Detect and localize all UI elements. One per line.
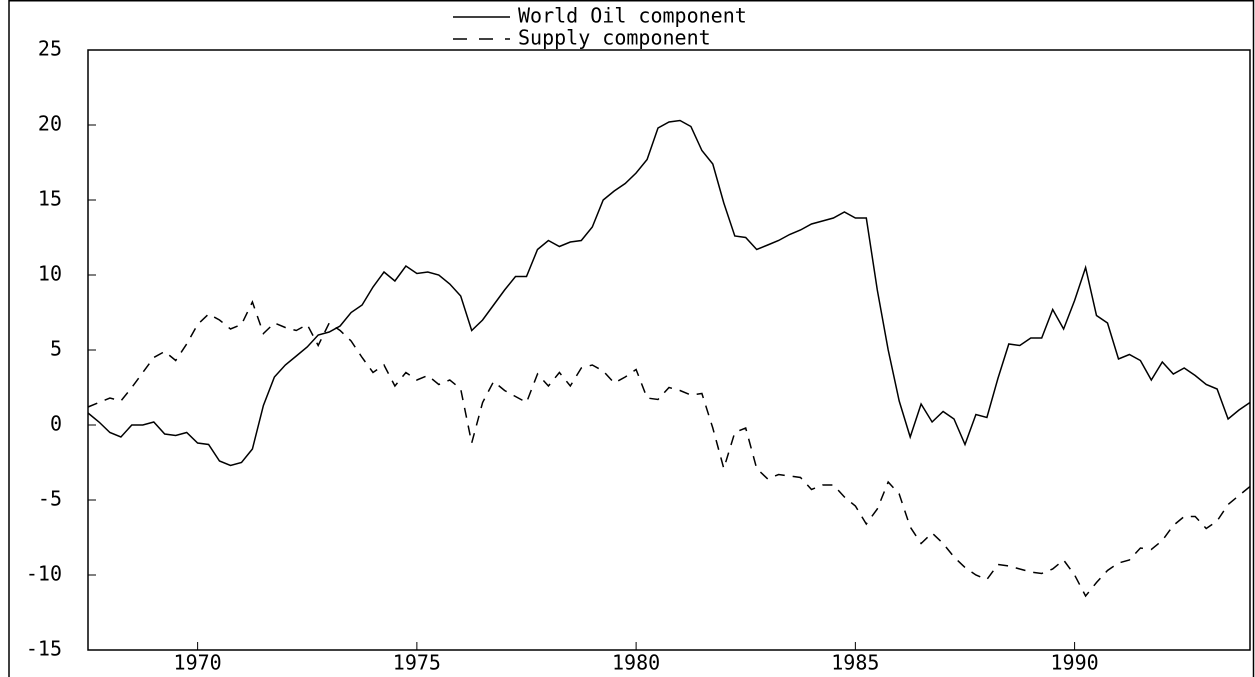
y-tick-label: 25 [38,37,62,61]
x-tick-label: 1985 [831,651,879,675]
y-tick-label: 10 [38,262,62,286]
y-tick-label: -15 [26,637,62,661]
legend-label: World Oil component [518,4,747,28]
y-tick-label: 5 [50,337,62,361]
y-tick-label: -5 [38,487,62,511]
plot-frame [87,49,1251,651]
series-line [87,119,1251,467]
y-tick-label: -10 [26,562,62,586]
y-tick-label: 15 [38,187,62,211]
x-tick-label: 1975 [393,651,441,675]
x-tick-label: 1990 [1051,651,1099,675]
x-tick-label: 1970 [174,651,222,675]
legend-label: Supply component [518,26,711,50]
series-line [87,300,1251,598]
x-tick-label: 1980 [612,651,660,675]
y-tick-label: 20 [38,112,62,136]
y-tick-label: 0 [50,412,62,436]
